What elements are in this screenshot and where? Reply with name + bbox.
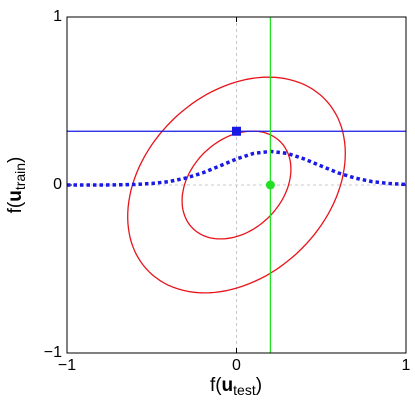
- y-label-suffix: ): [5, 157, 26, 163]
- y-label-bold: u: [5, 190, 26, 202]
- point: [265, 180, 275, 190]
- plot-frame: [66, 16, 407, 354]
- x-label-sub: test: [233, 382, 256, 398]
- y-tick-label: 0: [53, 176, 62, 193]
- ellipse: [181, 130, 292, 240]
- x-tick-label: 0: [232, 357, 241, 374]
- y-tick-label: 1: [53, 8, 62, 25]
- y-label-sub: train: [12, 163, 28, 190]
- x-label-prefix: f(: [210, 375, 222, 396]
- ellipse: [127, 76, 346, 294]
- y-axis-label: f(utrain): [5, 157, 28, 214]
- point: [232, 126, 241, 136]
- y-label-prefix: f(: [5, 201, 26, 213]
- x-tick-label: 1: [402, 357, 411, 374]
- x-axis-label: f(utest): [210, 375, 262, 398]
- y-tick-label: −1: [44, 344, 62, 361]
- x-label-suffix: ): [256, 375, 262, 396]
- x-label-bold: u: [222, 375, 234, 396]
- x-tick-label: −1: [58, 357, 76, 374]
